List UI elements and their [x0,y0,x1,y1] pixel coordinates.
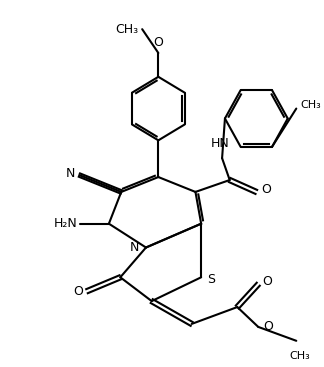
Text: HN: HN [211,137,230,150]
Text: O: O [262,275,272,288]
Text: O: O [263,320,273,333]
Text: CH₃: CH₃ [290,351,310,361]
Text: S: S [207,273,215,286]
Text: O: O [154,36,163,49]
Text: O: O [261,184,271,196]
Text: H₂N: H₂N [53,217,77,230]
Text: N: N [130,241,139,254]
Text: CH₃: CH₃ [300,99,321,110]
Text: CH₃: CH₃ [115,23,138,36]
Text: N: N [66,167,75,179]
Text: O: O [74,285,83,298]
